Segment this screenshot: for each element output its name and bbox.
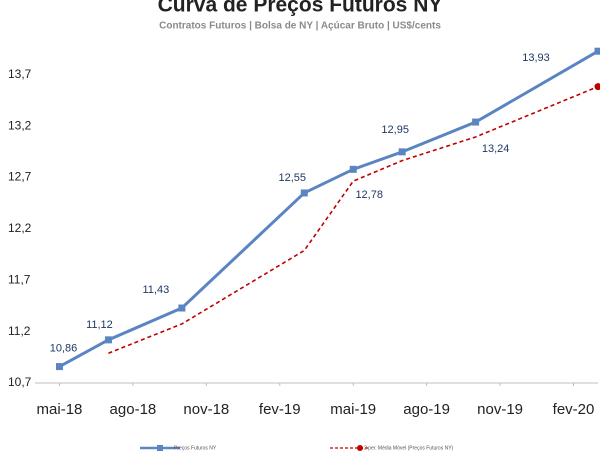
x-tick-label: fev-19 [259,401,301,418]
legend-marker [157,445,163,451]
chart-title: Curva de Preços Futuros NY [158,0,443,17]
x-tick-label: mai-19 [330,401,376,418]
series-line [58,49,599,368]
y-tick-label: 12,2 [8,221,32,235]
data-label: 10,86 [50,342,78,354]
legend-label: Preços Futuros NY [174,445,217,451]
y-tick-label: 12,7 [8,170,32,184]
point [300,189,308,197]
y-tick-label: 11,2 [8,324,31,338]
x-tick-label: ago-18 [110,401,157,418]
y-tick-label: 13,7 [8,67,32,81]
point [398,148,406,156]
point [55,363,63,371]
data-label: 12,95 [381,124,409,136]
point [594,83,600,91]
data-label: 13,24 [482,143,510,155]
series-line [108,85,599,354]
point [104,336,112,344]
point [472,118,480,126]
data-label: 11,43 [143,284,170,296]
data-label: 12,55 [278,172,306,184]
legend-label: 2 per. Média Móvel (Preços Futuros NY) [364,445,454,451]
y-tick-label: 13,2 [8,118,32,132]
legend-marker [357,445,363,451]
x-tick-label: fev-20 [553,401,595,418]
y-tick-label: 11,7 [8,272,31,286]
x-tick-label: mai-18 [37,401,83,418]
data-label: 13,93 [522,52,550,64]
x-tick-label: nov-19 [477,401,523,418]
y-tick-label: 10,7 [8,375,32,389]
point [178,304,186,312]
data-label: 12,78 [355,189,383,201]
chart-subtitle: Contratos Futuros | Bolsa de NY | Açúcar… [159,21,441,32]
x-tick-label: ago-19 [403,401,450,418]
point [349,165,357,173]
point [594,47,600,55]
data-label: 11,12 [86,319,113,331]
x-tick-label: nov-18 [183,401,229,418]
